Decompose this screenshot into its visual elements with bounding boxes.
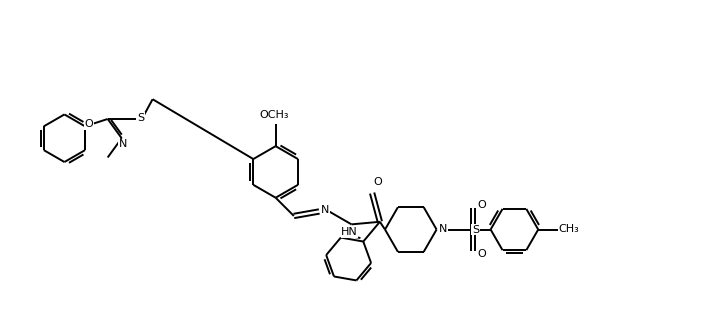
Text: N: N xyxy=(119,139,127,149)
Text: OCH₃: OCH₃ xyxy=(259,110,289,120)
Text: S: S xyxy=(472,224,479,235)
Text: O: O xyxy=(477,200,486,210)
Text: N: N xyxy=(321,206,329,215)
Text: S: S xyxy=(138,113,145,123)
Text: O: O xyxy=(477,249,486,259)
Text: O: O xyxy=(373,177,383,187)
Text: CH₃: CH₃ xyxy=(559,223,579,234)
Text: HN: HN xyxy=(341,227,358,237)
Text: N: N xyxy=(439,223,448,234)
Text: O: O xyxy=(85,119,93,129)
